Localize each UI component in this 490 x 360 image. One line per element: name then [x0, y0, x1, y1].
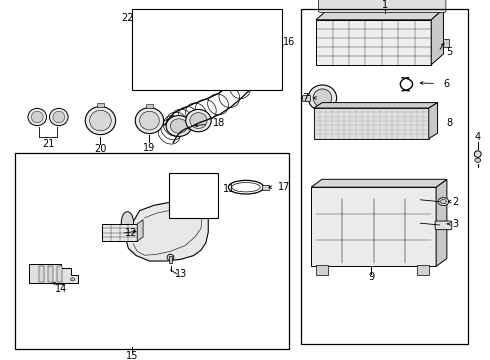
Text: 1: 1 — [382, 0, 388, 10]
Ellipse shape — [71, 278, 74, 281]
Bar — [185, 176, 189, 184]
Text: 17: 17 — [278, 182, 290, 192]
Ellipse shape — [135, 108, 164, 134]
Ellipse shape — [166, 51, 175, 60]
Text: 19: 19 — [143, 143, 156, 153]
Text: 10: 10 — [181, 186, 194, 197]
Ellipse shape — [441, 199, 446, 204]
Ellipse shape — [188, 192, 194, 196]
Text: 7: 7 — [302, 93, 309, 103]
Text: 12: 12 — [125, 228, 137, 238]
Text: 11: 11 — [222, 184, 235, 194]
Bar — [262, 185, 269, 190]
Polygon shape — [311, 179, 447, 187]
Ellipse shape — [313, 89, 332, 107]
Text: 20: 20 — [94, 144, 107, 154]
Text: 18: 18 — [213, 118, 225, 128]
Ellipse shape — [190, 113, 207, 129]
Bar — [146, 104, 153, 108]
Text: 14: 14 — [55, 284, 67, 294]
Bar — [169, 173, 218, 218]
Ellipse shape — [135, 35, 144, 45]
FancyBboxPatch shape — [435, 221, 452, 230]
Ellipse shape — [90, 110, 111, 131]
Polygon shape — [431, 9, 443, 65]
Text: 15: 15 — [126, 351, 139, 360]
Ellipse shape — [203, 36, 211, 44]
Bar — [416, 265, 429, 275]
Bar — [48, 266, 53, 282]
Ellipse shape — [438, 198, 449, 206]
Ellipse shape — [185, 53, 191, 60]
Bar — [302, 95, 310, 101]
Ellipse shape — [186, 109, 211, 132]
Bar — [97, 103, 104, 107]
Polygon shape — [137, 220, 143, 241]
Text: 5: 5 — [446, 47, 452, 57]
Polygon shape — [436, 179, 447, 266]
Text: 16: 16 — [283, 37, 295, 48]
Text: 13: 13 — [175, 269, 187, 279]
Bar — [183, 176, 192, 178]
Ellipse shape — [49, 108, 68, 126]
Text: 3: 3 — [453, 219, 459, 229]
Bar — [443, 39, 449, 47]
Ellipse shape — [140, 111, 159, 130]
Bar — [132, 9, 282, 90]
Polygon shape — [316, 9, 443, 20]
Text: 6: 6 — [443, 78, 450, 89]
Ellipse shape — [474, 151, 481, 157]
Ellipse shape — [28, 108, 47, 126]
Bar — [316, 20, 431, 65]
Bar — [316, 265, 328, 275]
Text: 22: 22 — [121, 13, 133, 23]
Ellipse shape — [166, 116, 192, 136]
Ellipse shape — [85, 107, 116, 135]
Bar — [258, 57, 279, 64]
Ellipse shape — [475, 158, 481, 162]
Ellipse shape — [171, 119, 187, 133]
Bar — [169, 256, 172, 263]
Ellipse shape — [122, 212, 133, 233]
Ellipse shape — [31, 111, 43, 123]
Bar — [57, 266, 62, 282]
Bar — [314, 108, 429, 139]
Ellipse shape — [308, 85, 337, 111]
Polygon shape — [429, 103, 438, 139]
FancyBboxPatch shape — [318, 0, 446, 13]
Bar — [102, 224, 137, 241]
Bar — [311, 187, 436, 266]
Polygon shape — [314, 103, 438, 108]
Polygon shape — [125, 202, 208, 261]
Text: 8: 8 — [446, 118, 452, 128]
Text: 9: 9 — [368, 272, 374, 282]
Bar — [301, 9, 468, 344]
Bar — [39, 266, 44, 282]
Bar — [15, 153, 289, 349]
Text: 4: 4 — [475, 132, 481, 142]
Polygon shape — [29, 264, 78, 283]
Text: 21: 21 — [42, 139, 54, 149]
Ellipse shape — [186, 190, 196, 198]
Ellipse shape — [53, 111, 65, 123]
Bar — [188, 123, 194, 129]
Text: 2: 2 — [452, 197, 459, 207]
Ellipse shape — [167, 254, 174, 261]
